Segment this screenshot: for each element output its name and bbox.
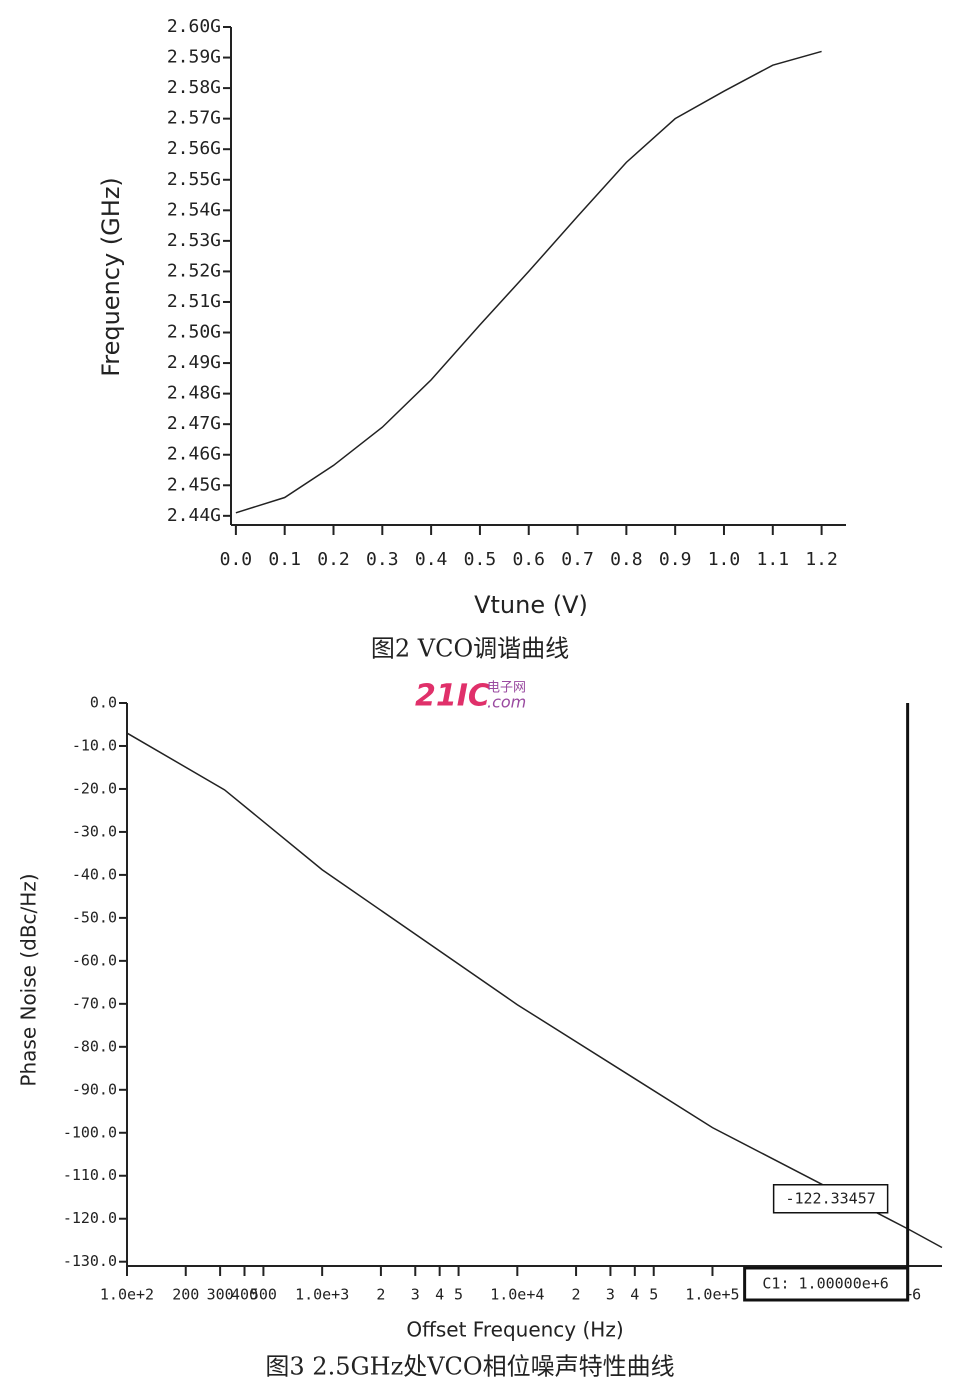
y-tick-label: -60.0	[72, 951, 117, 969]
y-tick-label: -110.0	[63, 1166, 117, 1184]
y-tick-label: -20.0	[72, 779, 117, 797]
y-tick-label: -100.0	[63, 1123, 117, 1141]
x-tick-label: 300	[207, 1286, 234, 1304]
y-tick-label: 2.57G	[167, 108, 221, 129]
y-tick-label: 2.59G	[167, 47, 221, 68]
watermark-brand: 21IC	[415, 679, 490, 714]
y-tick-label: -30.0	[72, 822, 117, 840]
line	[235, 50, 822, 514]
x-tick-label: 1.1	[757, 549, 790, 570]
cursor-x-box	[743, 1266, 910, 1302]
x-tick-label: 2	[572, 1286, 581, 1304]
y-tick-label: -70.0	[72, 994, 117, 1012]
watermark-site: 电子网	[487, 681, 526, 696]
x-tick-label: 0.4	[415, 549, 448, 570]
y-tick-label: 2.60G	[167, 16, 221, 37]
x-tick-label: 500	[250, 1286, 277, 1304]
cursor-value-box	[772, 1184, 889, 1214]
y-tick-label: -130.0	[63, 1252, 117, 1270]
x-tick-label: 0.9	[659, 549, 692, 570]
x-tick-label: 1.2	[805, 549, 838, 570]
x-tick-label: 1.0e+5	[685, 1286, 739, 1304]
y-tick-label: 2.56G	[167, 138, 221, 159]
x-tick-label: 2	[376, 1286, 385, 1304]
y-tick-label: 2.47G	[167, 413, 221, 434]
x-tick-label: 200	[172, 1286, 199, 1304]
y-tick-label: 2.55G	[167, 169, 221, 190]
y-tick-label: -80.0	[72, 1037, 117, 1055]
x-tick-label: 0.1	[268, 549, 301, 570]
x-tick-label: 0.0	[220, 549, 253, 570]
x-tick-label: 4	[630, 1286, 639, 1304]
x-axis-title: Offset Frequency (Hz)	[406, 1318, 623, 1342]
y-tick-label: 2.53G	[167, 230, 221, 251]
x-tick-label: 0.8	[610, 549, 643, 570]
cursor-x-label: C1: 1.00000e+6	[762, 1275, 888, 1293]
y-axis-title: Phase Noise (dBc/Hz)	[17, 873, 41, 1086]
watermark-domain: .com	[487, 693, 526, 712]
y-tick-label: 2.52G	[167, 260, 221, 281]
x-tick-label: 0.5	[464, 549, 497, 570]
x-tick-label: 3	[606, 1286, 615, 1304]
y-tick-label: -120.0	[63, 1209, 117, 1227]
y-tick-label: 2.50G	[167, 322, 221, 343]
y-tick-label: -90.0	[72, 1080, 117, 1098]
caption: 图3 2.5GHz处VCO相位噪声特性曲线	[265, 1353, 674, 1381]
x-tick-label: 1.0e+4	[490, 1286, 544, 1304]
line	[126, 732, 943, 1249]
y-tick-label: 2.51G	[167, 291, 221, 312]
y-tick-label: 2.49G	[167, 352, 221, 373]
cursor-value-label: -122.33457	[785, 1189, 875, 1207]
y-tick-label: 2.58G	[167, 77, 221, 98]
x-tick-label: 5	[649, 1286, 658, 1304]
x-tick-label: 400	[231, 1286, 258, 1304]
x-tick-label: 0.2	[317, 549, 350, 570]
x-tick-label: 5	[454, 1286, 463, 1304]
x-tick-label: 1.0e+2	[100, 1286, 154, 1304]
x-tick-label: 1.0	[708, 549, 741, 570]
x-tick-label: 0.3	[366, 549, 399, 570]
y-tick-label: -40.0	[72, 865, 117, 883]
y-tick-label: 2.46G	[167, 444, 221, 465]
y-tick-label: 2.44G	[167, 505, 221, 526]
x-tick-label: 0.7	[561, 549, 594, 570]
y-axis-title: Frequency (GHz)	[97, 177, 125, 377]
x-tick-label: 1.0e+3	[295, 1286, 349, 1304]
caption: 图2 VCO调谐曲线	[371, 635, 569, 663]
y-tick-label: 2.54G	[167, 199, 221, 220]
x-tick-label: 4	[435, 1286, 444, 1304]
x-axis-title: Vtune (V)	[474, 591, 588, 619]
y-tick-label: 2.48G	[167, 383, 221, 404]
x-tick-label: 0.6	[512, 549, 545, 570]
y-tick-label: -50.0	[72, 908, 117, 926]
x-tick-label: 3	[411, 1286, 420, 1304]
y-tick-label: 2.45G	[167, 474, 221, 495]
y-tick-label: -10.0	[72, 736, 117, 754]
y-tick-label: 0.0	[90, 694, 117, 712]
